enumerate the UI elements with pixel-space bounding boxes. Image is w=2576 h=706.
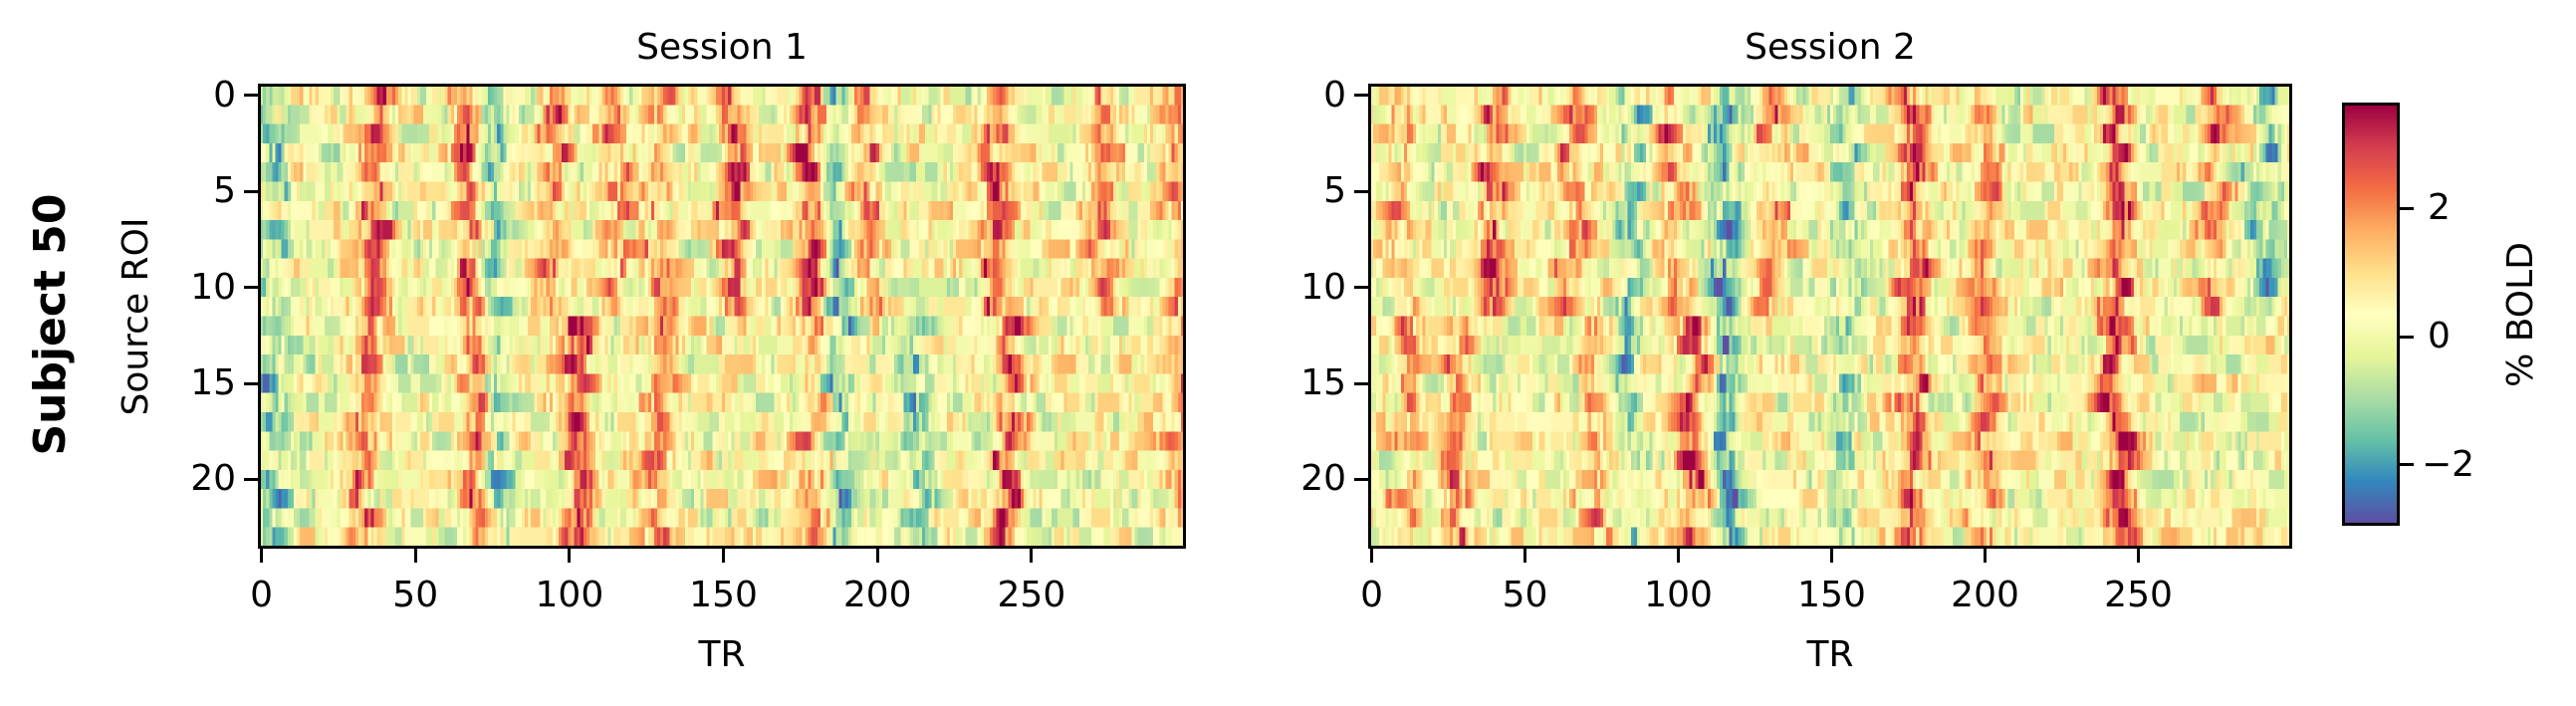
x-tick — [260, 549, 264, 563]
x-tick — [1984, 549, 1988, 563]
plot-frame — [258, 84, 1186, 549]
x-tick-label: 150 — [689, 575, 758, 615]
plot-frame — [1368, 84, 2292, 549]
colorbar-tick-label: 2 — [2428, 187, 2451, 229]
x-tick — [875, 549, 879, 563]
x-tick — [1523, 549, 1527, 563]
x-axis-label: TR — [1806, 634, 1854, 675]
x-tick — [1677, 549, 1681, 563]
y-tick — [1354, 189, 1368, 193]
colorbar-label: % BOLD — [2500, 242, 2541, 387]
y-axis-label: Source ROI — [116, 217, 156, 416]
subject-title: Subject 50 — [25, 193, 76, 456]
x-axis-label: TR — [698, 634, 746, 675]
colorbar-tick-label: 0 — [2428, 316, 2451, 357]
x-tick-label: 50 — [392, 575, 439, 615]
y-tick-label: 10 — [1300, 266, 1346, 308]
x-tick-label: 0 — [1360, 575, 1383, 615]
y-tick — [244, 189, 258, 193]
y-tick — [1354, 286, 1368, 290]
x-tick-label: 50 — [1502, 575, 1548, 615]
y-tick-label: 0 — [213, 74, 236, 116]
x-tick — [413, 549, 417, 563]
colorbar-tick — [2400, 206, 2414, 210]
x-tick-label: 200 — [1951, 575, 2019, 615]
panel-title: Session 1 — [636, 27, 808, 68]
x-tick — [2137, 549, 2141, 563]
y-tick — [244, 286, 258, 290]
panel-title: Session 2 — [1745, 27, 1916, 68]
y-tick — [1354, 94, 1368, 98]
y-tick — [244, 94, 258, 98]
y-tick — [1354, 381, 1368, 385]
colorbar-tick-label: −2 — [2422, 443, 2475, 485]
y-tick-label: 0 — [1323, 74, 1346, 116]
x-tick — [722, 549, 726, 563]
colorbar-gradient — [2342, 103, 2400, 526]
x-tick-label: 250 — [2104, 575, 2173, 615]
x-tick — [568, 549, 572, 563]
y-tick-label: 15 — [190, 362, 236, 404]
x-tick-label: 100 — [535, 575, 604, 615]
y-tick-label: 5 — [213, 170, 236, 212]
x-tick-label: 150 — [1797, 575, 1866, 615]
y-tick — [244, 381, 258, 385]
x-tick-label: 250 — [997, 575, 1066, 615]
y-tick-label: 15 — [1300, 362, 1346, 404]
x-tick-label: 200 — [842, 575, 912, 615]
colorbar-tick — [2400, 463, 2414, 467]
x-tick-label: 0 — [250, 575, 273, 615]
x-tick — [1030, 549, 1034, 563]
y-tick — [244, 477, 258, 481]
x-tick — [1370, 549, 1374, 563]
x-tick-label: 100 — [1644, 575, 1713, 615]
colorbar-tick — [2400, 335, 2414, 339]
x-tick — [1830, 549, 1834, 563]
heatmap-canvas — [1370, 86, 2290, 547]
y-tick-label: 10 — [190, 266, 236, 308]
y-tick — [1354, 477, 1368, 481]
y-tick-label: 20 — [1300, 458, 1346, 500]
y-tick-label: 5 — [1323, 170, 1346, 212]
heatmap-canvas — [260, 86, 1184, 547]
y-tick-label: 20 — [190, 458, 236, 500]
